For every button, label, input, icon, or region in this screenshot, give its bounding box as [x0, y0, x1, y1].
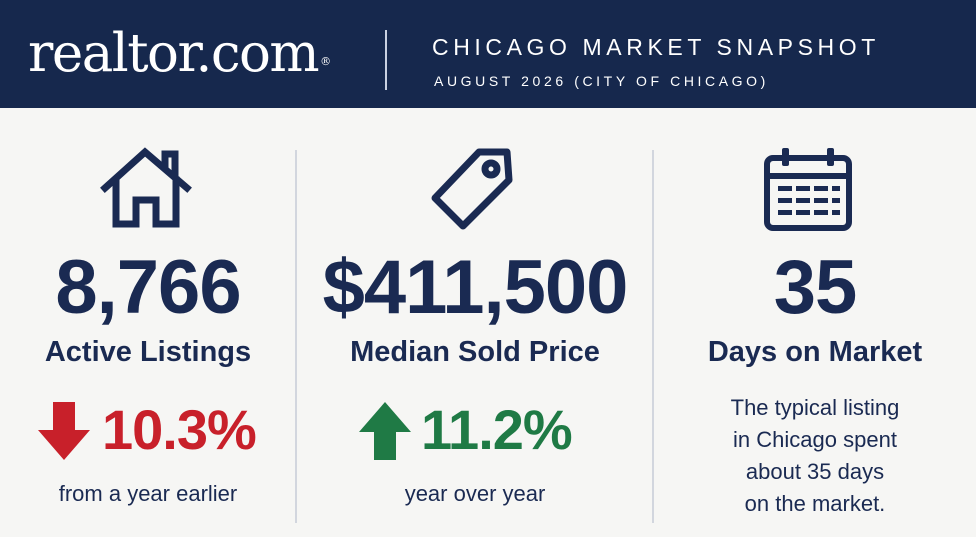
median-price-label: Median Sold Price	[350, 336, 600, 368]
days-on-market-description: The typical listing in Chicago spent abo…	[654, 392, 976, 520]
price-tag-icon	[431, 148, 513, 230]
active-listings-change: 10.3%	[0, 398, 296, 461]
description-line: on the market.	[744, 491, 886, 516]
column-divider	[295, 150, 297, 523]
description-line: about 35 days	[745, 459, 885, 484]
days-on-market-label: Days on Market	[707, 336, 923, 368]
active-listings-note: from a year earlier	[58, 481, 238, 506]
median-price-note: year over year	[404, 481, 546, 506]
header-banner: realtor.com ® CHICAGO MARKET SNAPSHOT AUG…	[0, 0, 976, 108]
brand-logo: realtor.com ®	[28, 23, 332, 84]
median-price-value: $411,500	[322, 245, 629, 330]
stat-days-on-market: 35 Days on Market The typical listing in…	[654, 108, 976, 537]
arrow-down-icon	[38, 402, 90, 460]
stat-active-listings: 8,766 Active Listings 10.3% from a year …	[0, 108, 296, 537]
active-listings-value: 8,766	[55, 245, 241, 330]
median-price-change: 11.2%	[297, 398, 653, 461]
snapshot-subtitle: AUGUST 2026 (CITY OF CHICAGO)	[434, 73, 769, 89]
stat-median-sold-price: $411,500 Median Sold Price 11.2% year ov…	[297, 108, 653, 537]
active-listings-label: Active Listings	[44, 336, 252, 368]
house-icon	[100, 147, 192, 228]
calendar-icon	[764, 148, 852, 231]
header-divider	[385, 30, 387, 90]
snapshot-title: CHICAGO MARKET SNAPSHOT	[432, 34, 880, 60]
arrow-up-icon	[359, 402, 411, 460]
column-divider	[652, 150, 654, 523]
days-on-market-value: 35	[773, 245, 858, 330]
median-price-change-value: 11.2%	[421, 398, 573, 461]
logo-text: realtor.com	[28, 23, 320, 84]
description-line: The typical listing	[730, 395, 900, 420]
registered-mark: ®	[320, 55, 332, 68]
active-listings-change-value: 10.3%	[102, 398, 257, 461]
description-line: in Chicago spent	[733, 427, 897, 452]
